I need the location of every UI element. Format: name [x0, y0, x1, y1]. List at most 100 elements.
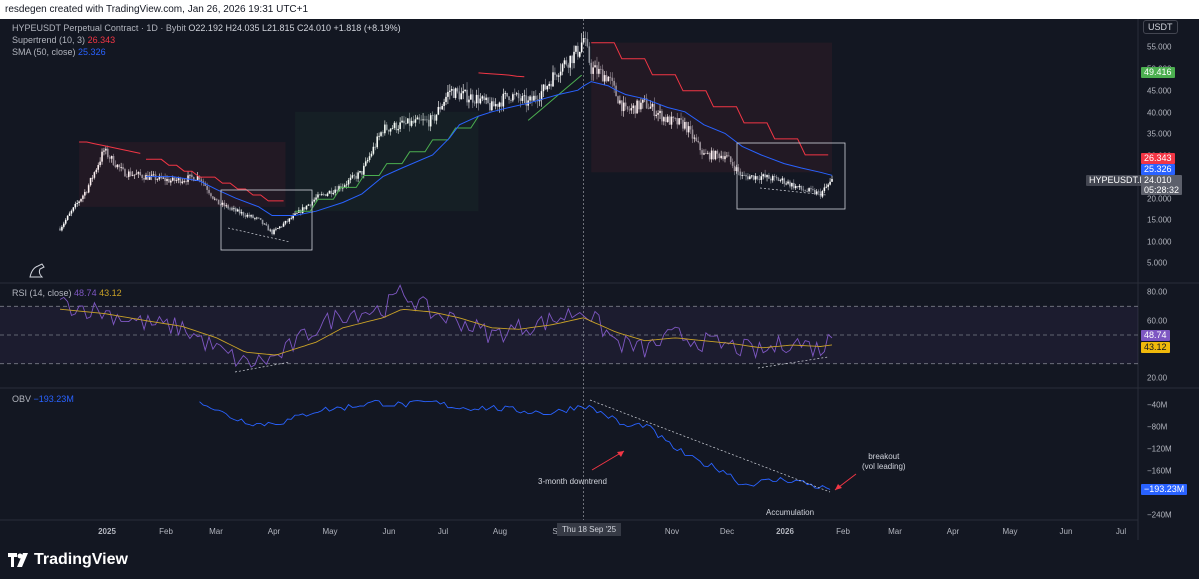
candle-body	[599, 68, 602, 70]
candle-body	[248, 214, 250, 217]
candle-body	[462, 91, 464, 94]
candle-body	[374, 146, 377, 148]
rsi-legend: RSI (14, close) 48.74 43.12	[12, 288, 122, 298]
candle-body	[582, 38, 585, 43]
candle-body	[221, 202, 224, 205]
candle-body	[682, 119, 684, 129]
trendline-2026	[759, 187, 827, 196]
candle-body	[487, 97, 489, 103]
candle-body	[418, 117, 421, 120]
supertrend-line	[527, 74, 583, 121]
candle-body	[116, 164, 119, 168]
candle-body	[810, 188, 812, 190]
rsi-divergence-line-2025	[234, 361, 291, 373]
candle-body	[544, 84, 547, 90]
candle-body	[806, 191, 808, 192]
candle-body	[66, 215, 69, 220]
candle-body	[85, 191, 88, 193]
candle-body	[573, 51, 575, 64]
tradingview-logo[interactable]: TradingView	[8, 551, 128, 569]
candle-body	[642, 99, 644, 103]
candle-body	[468, 99, 470, 103]
candle-body	[395, 122, 398, 131]
time-tick-label: Apr	[946, 527, 960, 536]
candle-body	[477, 94, 480, 104]
candle-body	[714, 150, 717, 160]
time-tick-label: Apr	[267, 527, 281, 536]
candle-body	[502, 93, 505, 107]
candle-body	[82, 195, 84, 199]
candle-body	[424, 119, 426, 121]
candle-body	[393, 122, 396, 128]
candle-body	[705, 153, 707, 154]
candle-body	[756, 176, 759, 179]
candle-body	[731, 162, 734, 166]
candle-body	[773, 176, 776, 177]
candle-body	[273, 229, 275, 235]
candle-body	[338, 186, 340, 192]
candle-body	[137, 172, 140, 174]
candle-body	[114, 165, 117, 168]
breakout-arrowhead	[835, 484, 842, 490]
currency-unit[interactable]: USDT	[1143, 20, 1178, 34]
candle-body	[189, 174, 191, 176]
candle-body	[240, 212, 243, 214]
candle-body	[246, 214, 249, 217]
candle-body	[571, 55, 573, 64]
candle-body	[244, 215, 247, 217]
candle-body	[638, 100, 640, 110]
sma-line	[146, 81, 833, 216]
candle-body	[225, 205, 228, 207]
candle-body	[647, 108, 650, 110]
candle-body	[181, 181, 184, 184]
obv-tick-label: −160M	[1147, 466, 1172, 476]
candle-body	[196, 176, 199, 181]
candle-body	[464, 89, 466, 92]
candle-body	[410, 120, 413, 126]
candle-body	[609, 76, 612, 78]
candle-body	[626, 106, 629, 110]
candle-body	[592, 67, 594, 74]
candle-body	[689, 126, 692, 130]
candle-body	[749, 176, 751, 180]
candle-body	[441, 105, 443, 110]
rsi-tick-label: 60.00	[1147, 316, 1168, 326]
candle-series	[59, 31, 833, 236]
candle-body	[143, 177, 145, 180]
candle-body	[162, 177, 164, 179]
candle-body	[391, 127, 394, 129]
rsi-line	[59, 284, 833, 368]
candle-body	[385, 124, 388, 130]
obv-tick-label: −240M	[1147, 510, 1172, 520]
sma-label: SMA (50, close)	[12, 47, 76, 57]
time-tick-label: Feb	[159, 527, 173, 536]
candle-body	[567, 64, 570, 68]
candle-body	[471, 94, 474, 103]
candle-body	[414, 119, 417, 123]
candle-body	[552, 72, 554, 87]
candle-body	[108, 157, 111, 159]
candle-body	[217, 199, 220, 205]
candle-body	[556, 74, 558, 77]
candle-body	[535, 95, 537, 100]
accumulation-annotation: Accumulation	[766, 508, 815, 517]
chart-canvas[interactable]	[0, 19, 1199, 540]
candle-body	[433, 115, 436, 121]
candle-body	[699, 142, 701, 151]
candle-body	[768, 175, 770, 179]
candle-body	[215, 198, 218, 200]
supertrend-fill	[295, 111, 479, 212]
candle-body	[324, 194, 327, 196]
candle-body	[313, 199, 315, 202]
candle-body	[177, 178, 180, 181]
candle-body	[494, 104, 497, 107]
candle-body	[764, 174, 766, 178]
candle-body	[97, 165, 100, 170]
candle-body	[364, 161, 367, 166]
candle-body	[317, 194, 319, 198]
rsi-ma-value: 43.12	[99, 288, 122, 298]
candle-body	[640, 102, 642, 110]
candle-body	[447, 91, 449, 97]
obv-tick-label: −40M	[1147, 400, 1168, 410]
candle-body	[307, 204, 310, 206]
